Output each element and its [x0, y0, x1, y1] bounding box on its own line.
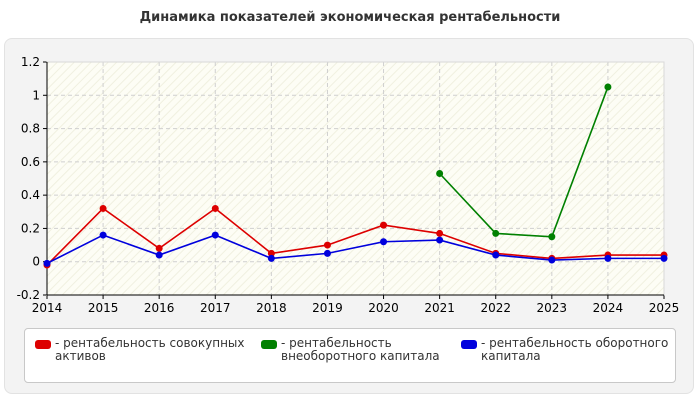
series-3-point: [99, 231, 107, 239]
legend-swatch-series-1: [35, 340, 51, 349]
legend-label-series-3: - рентабельность оборотного капитала: [481, 336, 669, 363]
series-1-line: [46, 207, 664, 266]
series-3-line: [46, 234, 664, 265]
y-tick-label: 0.4: [21, 188, 40, 202]
x-tick-label: 2024: [593, 301, 624, 315]
series-3-point: [492, 251, 500, 259]
series-2-line: [439, 86, 609, 238]
y-tick-label: 0.8: [21, 122, 40, 136]
legend-swatch-series-2: [261, 340, 277, 349]
x-tick-label: 2016: [144, 301, 175, 315]
series-1-point: [267, 249, 275, 257]
x-tick-label: 2022: [480, 301, 511, 315]
series-3-point: [604, 254, 612, 262]
series-3-point: [380, 238, 388, 246]
series-3-point: [211, 231, 219, 239]
x-tick-label: 2019: [312, 301, 343, 315]
series-3-point: [267, 254, 275, 262]
y-tick-label: 1: [32, 88, 40, 102]
y-tick-label: 0: [32, 255, 40, 269]
series-1-point: [99, 204, 107, 212]
y-tick-label: 1.2: [21, 55, 40, 69]
chart-legend: - рентабельность совокупных активов - ре…: [24, 328, 676, 383]
chart-title: Динамика показателей экономическая рента…: [139, 10, 561, 25]
x-tick-label: 2025: [649, 301, 680, 315]
x-tick-label: 2017: [200, 301, 231, 315]
series-2-point: [604, 83, 612, 91]
y-tick-label: -0.2: [17, 288, 40, 302]
legend-label-series-2: - рентабельность внеоборотного капитала: [281, 336, 440, 363]
y-tick-label: 0.2: [21, 221, 40, 235]
legend-item-series-2: - рентабельность внеоборотного капитала: [261, 337, 451, 363]
x-tick-label: 2015: [88, 301, 119, 315]
series-1-point: [211, 204, 219, 212]
series-3-point: [43, 259, 51, 267]
series-3-point: [436, 236, 444, 244]
legend-item-series-1: - рентабельность совокупных активов: [35, 337, 250, 363]
plot-area: [47, 62, 664, 295]
series-1-point: [436, 229, 444, 237]
y-tick-label: 0.6: [21, 155, 40, 169]
series-3-point: [155, 251, 163, 259]
x-tick-label: 2020: [368, 301, 399, 315]
series-3-point: [548, 256, 556, 264]
x-tick-label: 2018: [256, 301, 287, 315]
legend-item-series-3: - рентабельность оборотного капитала: [461, 337, 671, 363]
series-2-point: [436, 170, 444, 178]
series-3: [43, 231, 668, 267]
x-tick-label: 2021: [424, 301, 455, 315]
series-2-point: [548, 233, 556, 241]
series-3-point: [323, 249, 331, 257]
series-2: [436, 83, 612, 241]
series-2-point: [492, 229, 500, 237]
x-tick-label: 2023: [537, 301, 568, 315]
series-1-point: [155, 244, 163, 252]
legend-label-series-1: - рентабельность совокупных активов: [55, 336, 245, 363]
series-1-point: [323, 241, 331, 249]
legend-swatch-series-3: [461, 340, 477, 349]
series-3-point: [660, 254, 668, 262]
x-tick-label: 2014: [32, 301, 63, 315]
series-1-point: [380, 221, 388, 229]
